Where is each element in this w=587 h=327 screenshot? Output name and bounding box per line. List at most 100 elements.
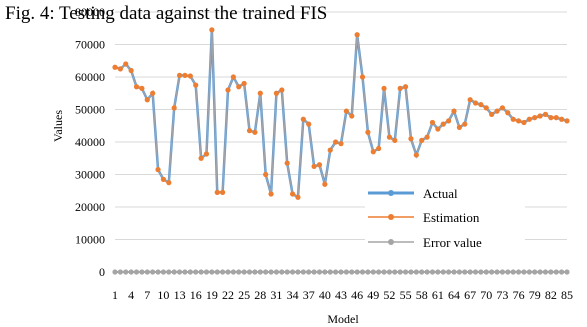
data-point [316, 162, 323, 168]
data-point [499, 269, 506, 275]
data-point [150, 269, 156, 275]
data-point [397, 85, 403, 91]
data-point [521, 119, 527, 126]
data-point [392, 269, 398, 275]
data-point [478, 102, 484, 108]
legend-item-estimation: Estimation [368, 210, 480, 225]
x-tick-10: 10 [157, 288, 169, 302]
data-point [446, 269, 452, 275]
data-point [472, 269, 479, 275]
data-point [446, 118, 452, 124]
x-tick-49: 49 [367, 288, 379, 302]
x-tick-55: 55 [400, 288, 412, 302]
x-tick-13: 13 [174, 288, 186, 302]
data-point [241, 80, 247, 87]
data-point [241, 269, 247, 275]
data-point [548, 115, 554, 121]
data-point [171, 105, 177, 111]
data-point [295, 194, 301, 200]
data-point [381, 85, 387, 91]
data-point [413, 269, 419, 275]
data-point [155, 167, 161, 173]
y-tick-80000: 80000 [75, 5, 105, 19]
data-point [472, 100, 479, 106]
data-point [419, 269, 425, 275]
legend-label: Error value [423, 235, 482, 250]
data-point [246, 128, 253, 134]
data-point [155, 269, 161, 275]
data-point [300, 269, 306, 275]
data-point [187, 73, 193, 79]
x-tick-46: 46 [351, 288, 363, 302]
data-point [489, 111, 495, 117]
data-point [263, 269, 269, 275]
data-point [198, 269, 204, 275]
data-point [429, 269, 436, 275]
x-tick-37: 37 [303, 288, 315, 302]
legend-swatch-marker [388, 214, 394, 220]
x-tick-40: 40 [319, 288, 331, 302]
x-tick-7: 7 [144, 288, 150, 302]
data-point [220, 189, 226, 195]
x-tick-70: 70 [480, 288, 492, 302]
y-tick-60000: 60000 [75, 70, 105, 84]
data-point [139, 269, 145, 275]
data-point [510, 269, 516, 275]
data-point [268, 269, 274, 275]
data-point [365, 129, 371, 135]
x-tick-34: 34 [287, 288, 299, 302]
data-point [123, 61, 129, 67]
data-point [440, 121, 446, 127]
data-point [542, 111, 549, 117]
data-point [139, 85, 145, 91]
data-point [225, 87, 231, 93]
data-point [171, 269, 177, 275]
data-point [424, 134, 430, 140]
x-tick-25: 25 [238, 288, 250, 302]
data-point [435, 269, 441, 275]
data-point [268, 191, 274, 197]
data-point [225, 269, 231, 275]
data-point [354, 32, 360, 38]
data-point [284, 269, 290, 275]
x-tick-76: 76 [513, 288, 525, 302]
data-point [349, 269, 355, 275]
data-point [392, 137, 398, 143]
data-point [306, 121, 312, 127]
data-point [467, 269, 473, 275]
data-point [532, 269, 538, 275]
y-tick-50000: 50000 [75, 103, 105, 117]
data-point [123, 269, 129, 275]
data-point [456, 124, 462, 130]
data-point [236, 269, 242, 275]
x-tick-82: 82 [545, 288, 557, 302]
data-point [112, 269, 118, 275]
data-point [257, 90, 263, 96]
data-point [203, 269, 210, 275]
data-point [333, 269, 339, 275]
data-point [230, 74, 236, 80]
data-point [343, 269, 349, 275]
data-point [150, 90, 156, 96]
x-tick-73: 73 [496, 288, 508, 302]
data-point [176, 72, 183, 78]
data-point [386, 269, 393, 275]
data-point [273, 269, 280, 275]
data-point [322, 181, 328, 187]
x-tick-43: 43 [335, 288, 347, 302]
series-estimation [112, 27, 570, 200]
data-point [553, 115, 559, 121]
data-point [333, 139, 339, 145]
data-point [252, 129, 258, 135]
series-error-value [112, 269, 570, 275]
data-point [220, 269, 226, 275]
data-point [515, 118, 522, 124]
data-point [257, 269, 263, 275]
data-point [338, 269, 344, 275]
data-point [133, 269, 140, 275]
series-line [114, 29, 568, 200]
data-point [483, 105, 489, 111]
data-point [542, 269, 549, 275]
data-point [128, 269, 134, 275]
